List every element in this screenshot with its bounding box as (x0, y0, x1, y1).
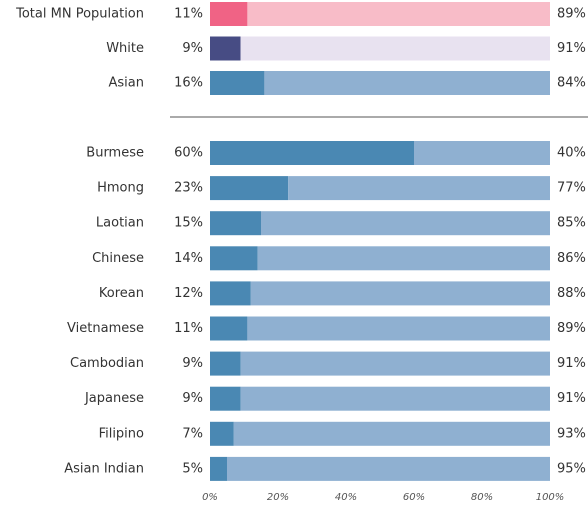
bar-segment (247, 2, 550, 26)
value-label: 89% (557, 7, 586, 22)
value-label: 91% (557, 41, 586, 56)
category-label: Chinese (92, 251, 144, 266)
value-label: 91% (557, 391, 586, 406)
value-label: 91% (557, 356, 586, 371)
bar-segment (261, 211, 550, 236)
value-label: 9% (182, 356, 203, 371)
value-label: 23% (174, 181, 203, 196)
value-label: 11% (174, 7, 203, 22)
value-label: 16% (174, 76, 203, 91)
x-tick-label: 40% (335, 492, 357, 503)
bar-segment (210, 386, 241, 411)
x-tick-label: 20% (267, 492, 289, 503)
bar-segment (257, 246, 550, 271)
x-tick-label: 60% (403, 492, 425, 503)
bar-segment (210, 176, 289, 201)
category-label: Korean (99, 286, 144, 301)
bar-segment (414, 141, 550, 165)
bar-segment (210, 211, 261, 236)
value-label: 88% (557, 286, 586, 301)
bar-segment (240, 36, 550, 61)
bar-segment (210, 316, 248, 341)
category-label: Asian (109, 76, 144, 91)
category-label: Vietnamese (67, 321, 144, 336)
value-label: 15% (174, 216, 203, 231)
category-label: Asian Indian (64, 461, 144, 476)
x-tick-label: 0% (202, 492, 218, 503)
value-label: 95% (557, 461, 586, 476)
bar-segment (264, 71, 550, 95)
x-tick-label: 100% (536, 492, 565, 503)
value-label: 86% (557, 251, 586, 266)
bar-segment (210, 456, 227, 481)
value-label: 14% (174, 251, 203, 266)
bar-segment (233, 421, 551, 446)
bar-segment (240, 386, 550, 411)
category-label: Filipino (99, 426, 144, 441)
bar-segment (210, 421, 234, 446)
value-label: 85% (557, 216, 586, 231)
bar-segment (240, 351, 550, 376)
value-label: 9% (182, 41, 203, 56)
bar-segment (227, 456, 550, 481)
category-label: Burmese (86, 146, 144, 161)
bar-segment (210, 141, 414, 165)
value-label: 11% (174, 321, 203, 336)
value-label: 77% (557, 181, 586, 196)
value-label: 89% (557, 321, 586, 336)
value-label: 5% (182, 461, 203, 476)
bar-segment (210, 2, 248, 26)
value-label: 12% (174, 286, 203, 301)
bar-segment (250, 281, 551, 306)
x-tick-label: 80% (471, 492, 493, 503)
bar-segment (210, 281, 251, 306)
value-label: 9% (182, 391, 203, 406)
category-label: Japanese (84, 391, 144, 406)
bar-segment (210, 351, 241, 376)
bar-segment (210, 246, 258, 271)
bar-segment (210, 71, 265, 95)
bar-segment (210, 36, 241, 61)
value-label: 40% (557, 146, 586, 161)
category-label: Laotian (96, 216, 144, 231)
bar-segment (288, 176, 550, 201)
category-label: Hmong (97, 181, 144, 196)
value-label: 7% (182, 426, 203, 441)
bar-segment (247, 316, 550, 341)
category-label: Total MN Population (15, 7, 144, 22)
value-label: 84% (557, 76, 586, 91)
value-label: 60% (174, 146, 203, 161)
category-label: Cambodian (70, 356, 144, 371)
category-label: White (106, 41, 144, 56)
value-label: 93% (557, 426, 586, 441)
